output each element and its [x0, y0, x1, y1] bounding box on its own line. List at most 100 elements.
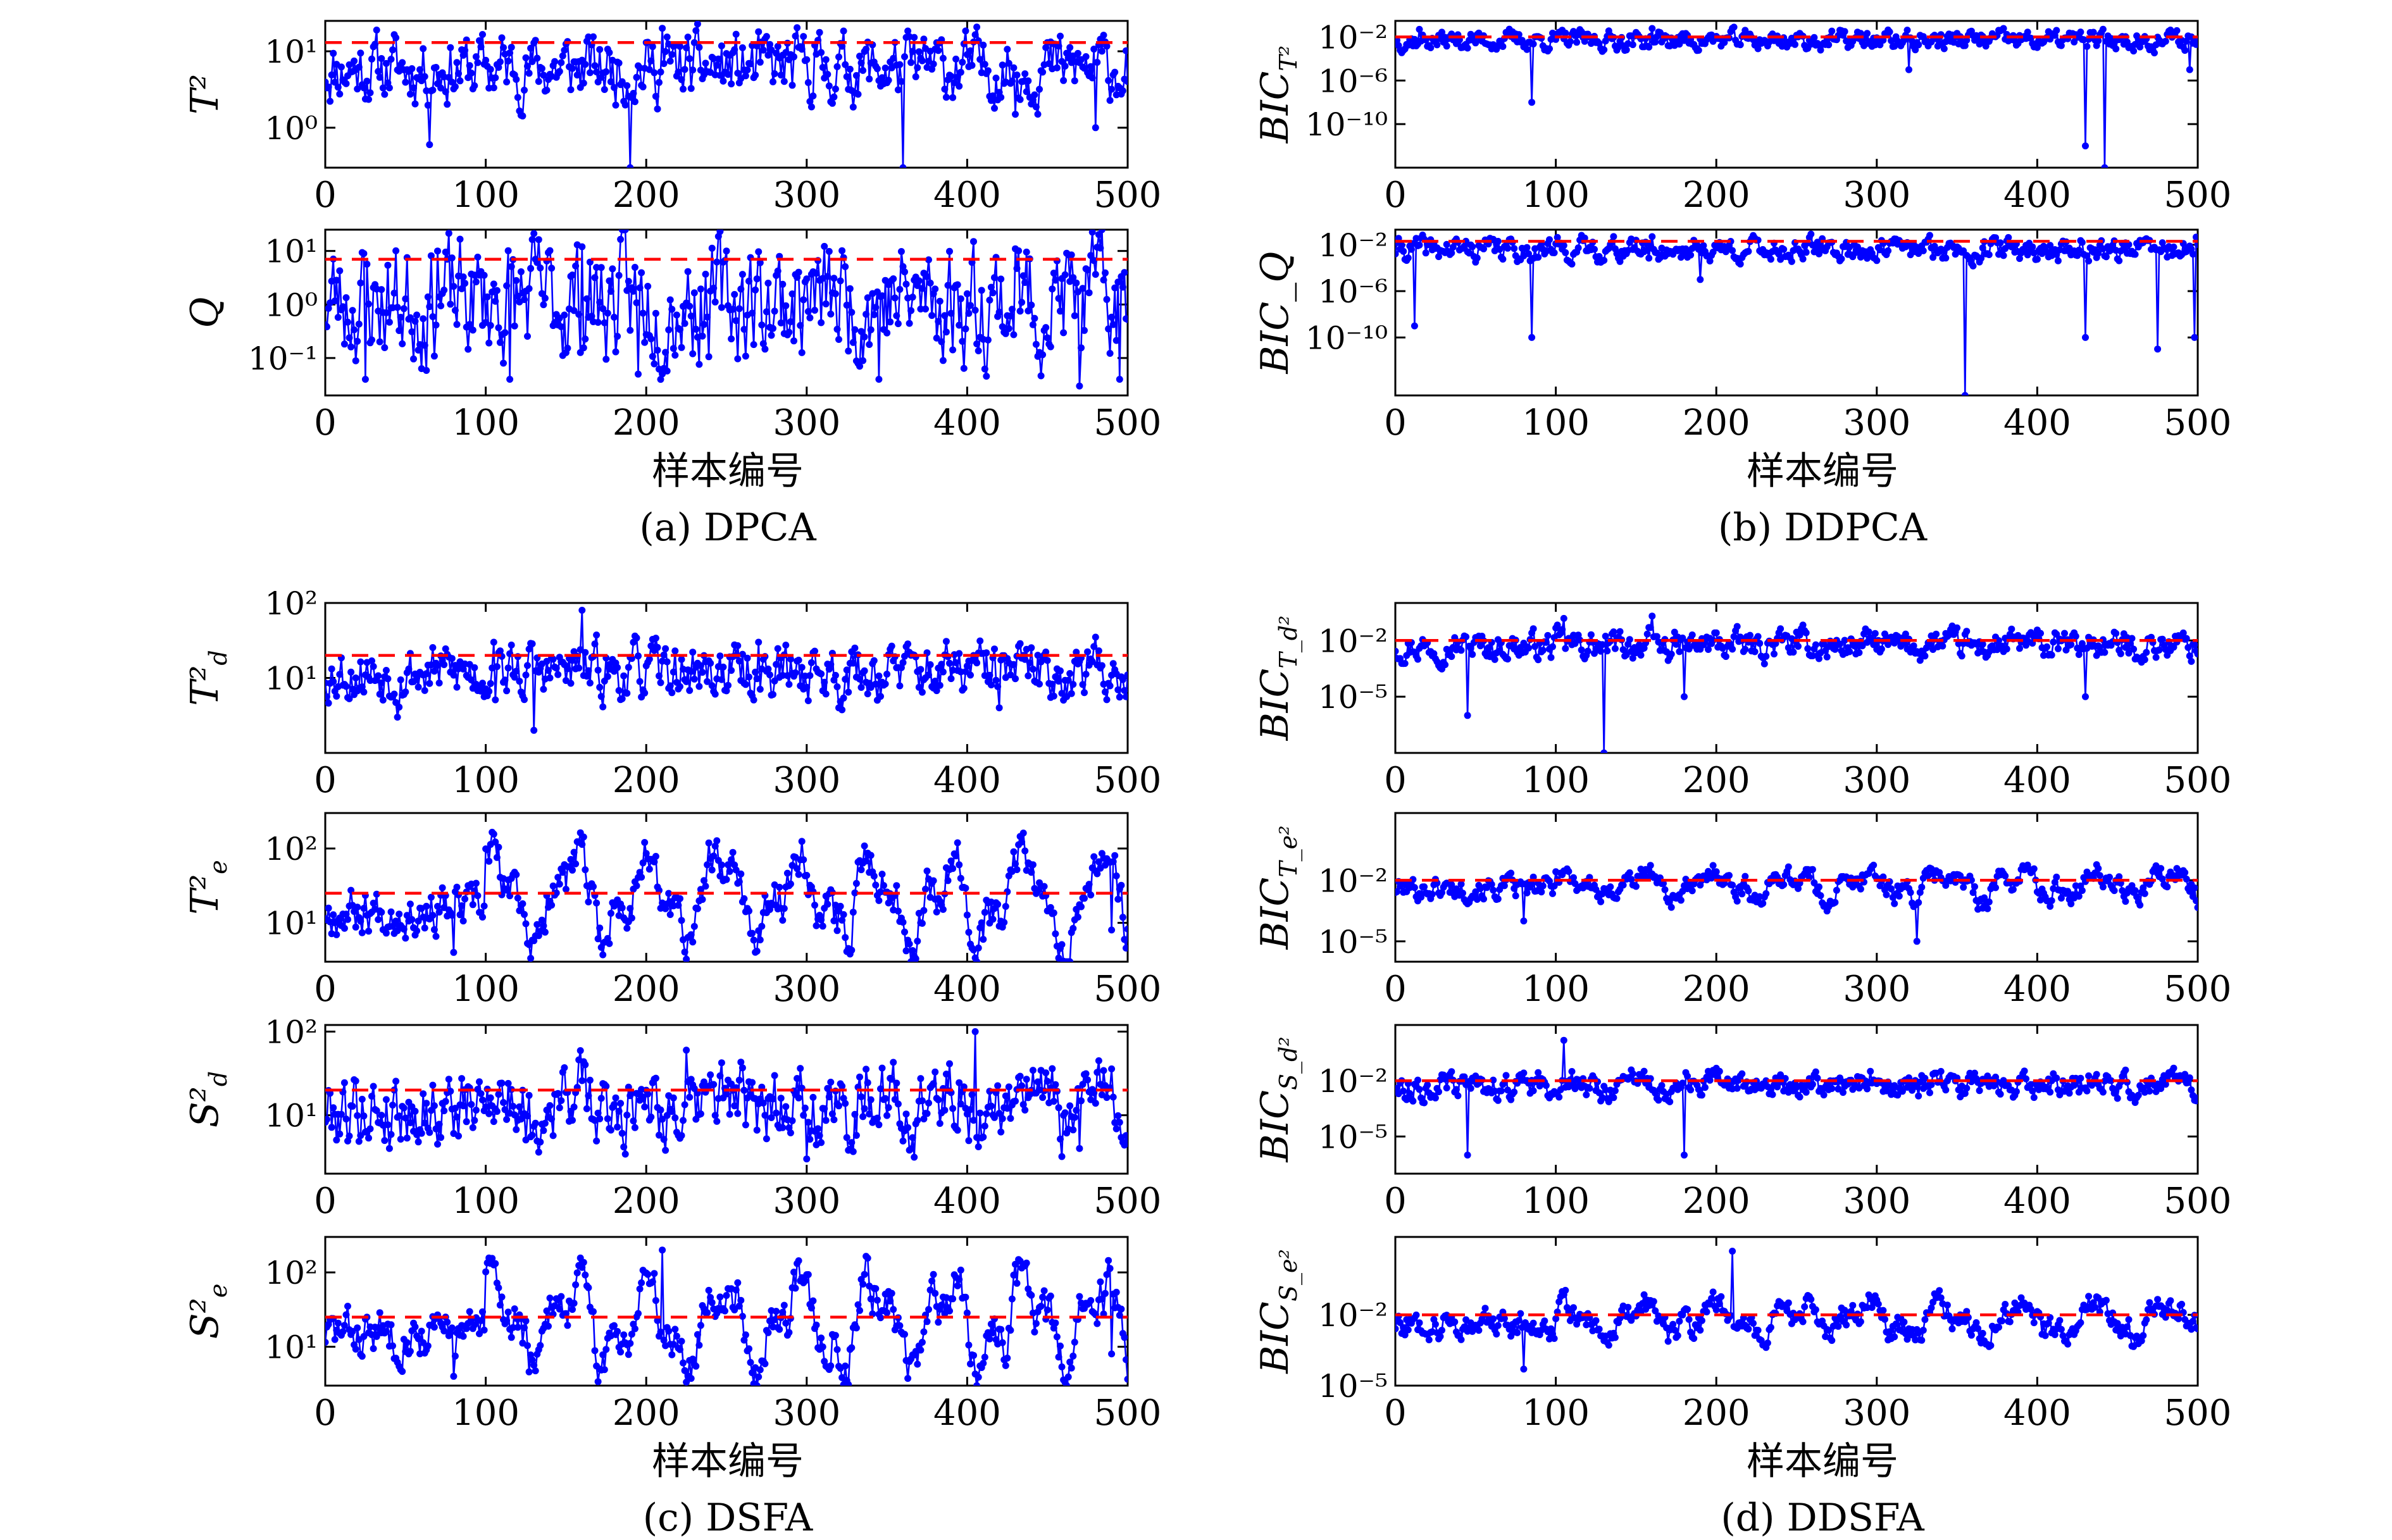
data-point: [947, 73, 955, 80]
data-point: [1007, 1327, 1014, 1334]
data-point: [508, 1334, 515, 1341]
data-point: [843, 666, 850, 674]
data-point: [1969, 262, 1977, 270]
data-point: [901, 652, 908, 660]
x-tick-label: 100: [452, 969, 520, 1010]
data-point: [1119, 914, 1126, 921]
data-point: [1028, 869, 1035, 876]
data-point: [1499, 43, 1507, 50]
data-point: [1087, 1297, 1095, 1304]
data-point: [325, 304, 332, 312]
data-point: [819, 64, 826, 71]
data-point: [573, 1269, 581, 1277]
data-point: [336, 90, 344, 98]
data-point: [660, 1336, 668, 1344]
data-point: [328, 71, 335, 78]
data-point: [863, 311, 870, 318]
data-point: [697, 1110, 704, 1117]
data-point: [899, 919, 907, 926]
data-point: [2067, 641, 2075, 649]
data-point: [1093, 59, 1101, 66]
y-tick-label: 10¹: [265, 661, 318, 697]
data-point: [752, 668, 759, 676]
data-point: [435, 909, 443, 916]
data-point: [519, 112, 526, 120]
data-point: [952, 55, 960, 63]
data-point: [394, 304, 401, 311]
data-point: [487, 680, 494, 687]
x-tick-label: 500: [2164, 760, 2232, 801]
data-point: [769, 1095, 776, 1103]
data-point: [1700, 242, 1707, 249]
data-point: [764, 1329, 772, 1336]
plot-frame: [324, 20, 1129, 169]
data-point: [1034, 111, 1042, 118]
data-point: [1587, 631, 1595, 638]
data-point: [399, 1368, 406, 1375]
data-point: [641, 338, 649, 346]
data-point: [1903, 27, 1911, 34]
data-point: [498, 1079, 506, 1087]
data-point: [960, 364, 968, 372]
data-point: [538, 916, 545, 924]
data-point: [904, 640, 912, 648]
data-point: [872, 680, 880, 688]
data-point: [986, 296, 994, 304]
x-tick-label: 500: [1094, 402, 1162, 444]
data-point: [849, 103, 857, 111]
data-point: [902, 1110, 910, 1118]
data-point: [915, 277, 923, 285]
data-point: [336, 1130, 344, 1138]
data-point: [787, 1129, 794, 1136]
data-point: [630, 1117, 637, 1125]
data-point: [421, 73, 428, 80]
data-point: [513, 871, 520, 878]
data-point: [2112, 45, 2120, 53]
data-point: [527, 264, 535, 272]
data-point: [384, 1121, 392, 1129]
data-point: [710, 1081, 718, 1088]
data-point: [528, 236, 536, 243]
data-point: [585, 1284, 592, 1291]
data-point: [883, 1309, 891, 1317]
data-point: [408, 65, 416, 72]
data-point: [396, 704, 403, 711]
data-point: [559, 869, 566, 876]
data-point: [1106, 1265, 1114, 1272]
data-point: [973, 659, 981, 667]
data-point: [970, 1351, 977, 1359]
data-point: [1571, 640, 1579, 647]
data-point: [543, 657, 551, 665]
data-point: [325, 904, 332, 912]
data-point: [1021, 279, 1029, 286]
data-point: [375, 672, 382, 680]
data-point: [389, 922, 396, 930]
data-point: [1629, 41, 1636, 49]
data-point: [346, 334, 353, 342]
data-point: [2016, 645, 2023, 652]
data-point: [740, 1336, 748, 1344]
data-point: [1109, 660, 1117, 668]
data-point: [1116, 693, 1123, 701]
data-point: [769, 325, 776, 332]
data-point: [803, 1155, 811, 1163]
data-point: [1008, 77, 1016, 85]
data-point: [325, 693, 330, 700]
data-point: [668, 1351, 676, 1358]
data-point: [1118, 1305, 1125, 1313]
data-point: [827, 1362, 835, 1370]
data-point: [537, 1138, 544, 1146]
data-point: [1103, 1271, 1111, 1278]
data-point: [1525, 250, 1532, 258]
data-point: [2050, 638, 2057, 646]
data-point: [975, 1143, 982, 1150]
data-point: [894, 1100, 902, 1108]
data-point: [1910, 642, 1917, 650]
data-point: [1523, 889, 1531, 897]
data-point: [809, 1297, 817, 1305]
data-point: [1733, 623, 1741, 630]
data-point: [2130, 645, 2138, 653]
data-point: [1123, 693, 1128, 700]
data-point: [920, 907, 928, 914]
data-point: [670, 1341, 677, 1348]
